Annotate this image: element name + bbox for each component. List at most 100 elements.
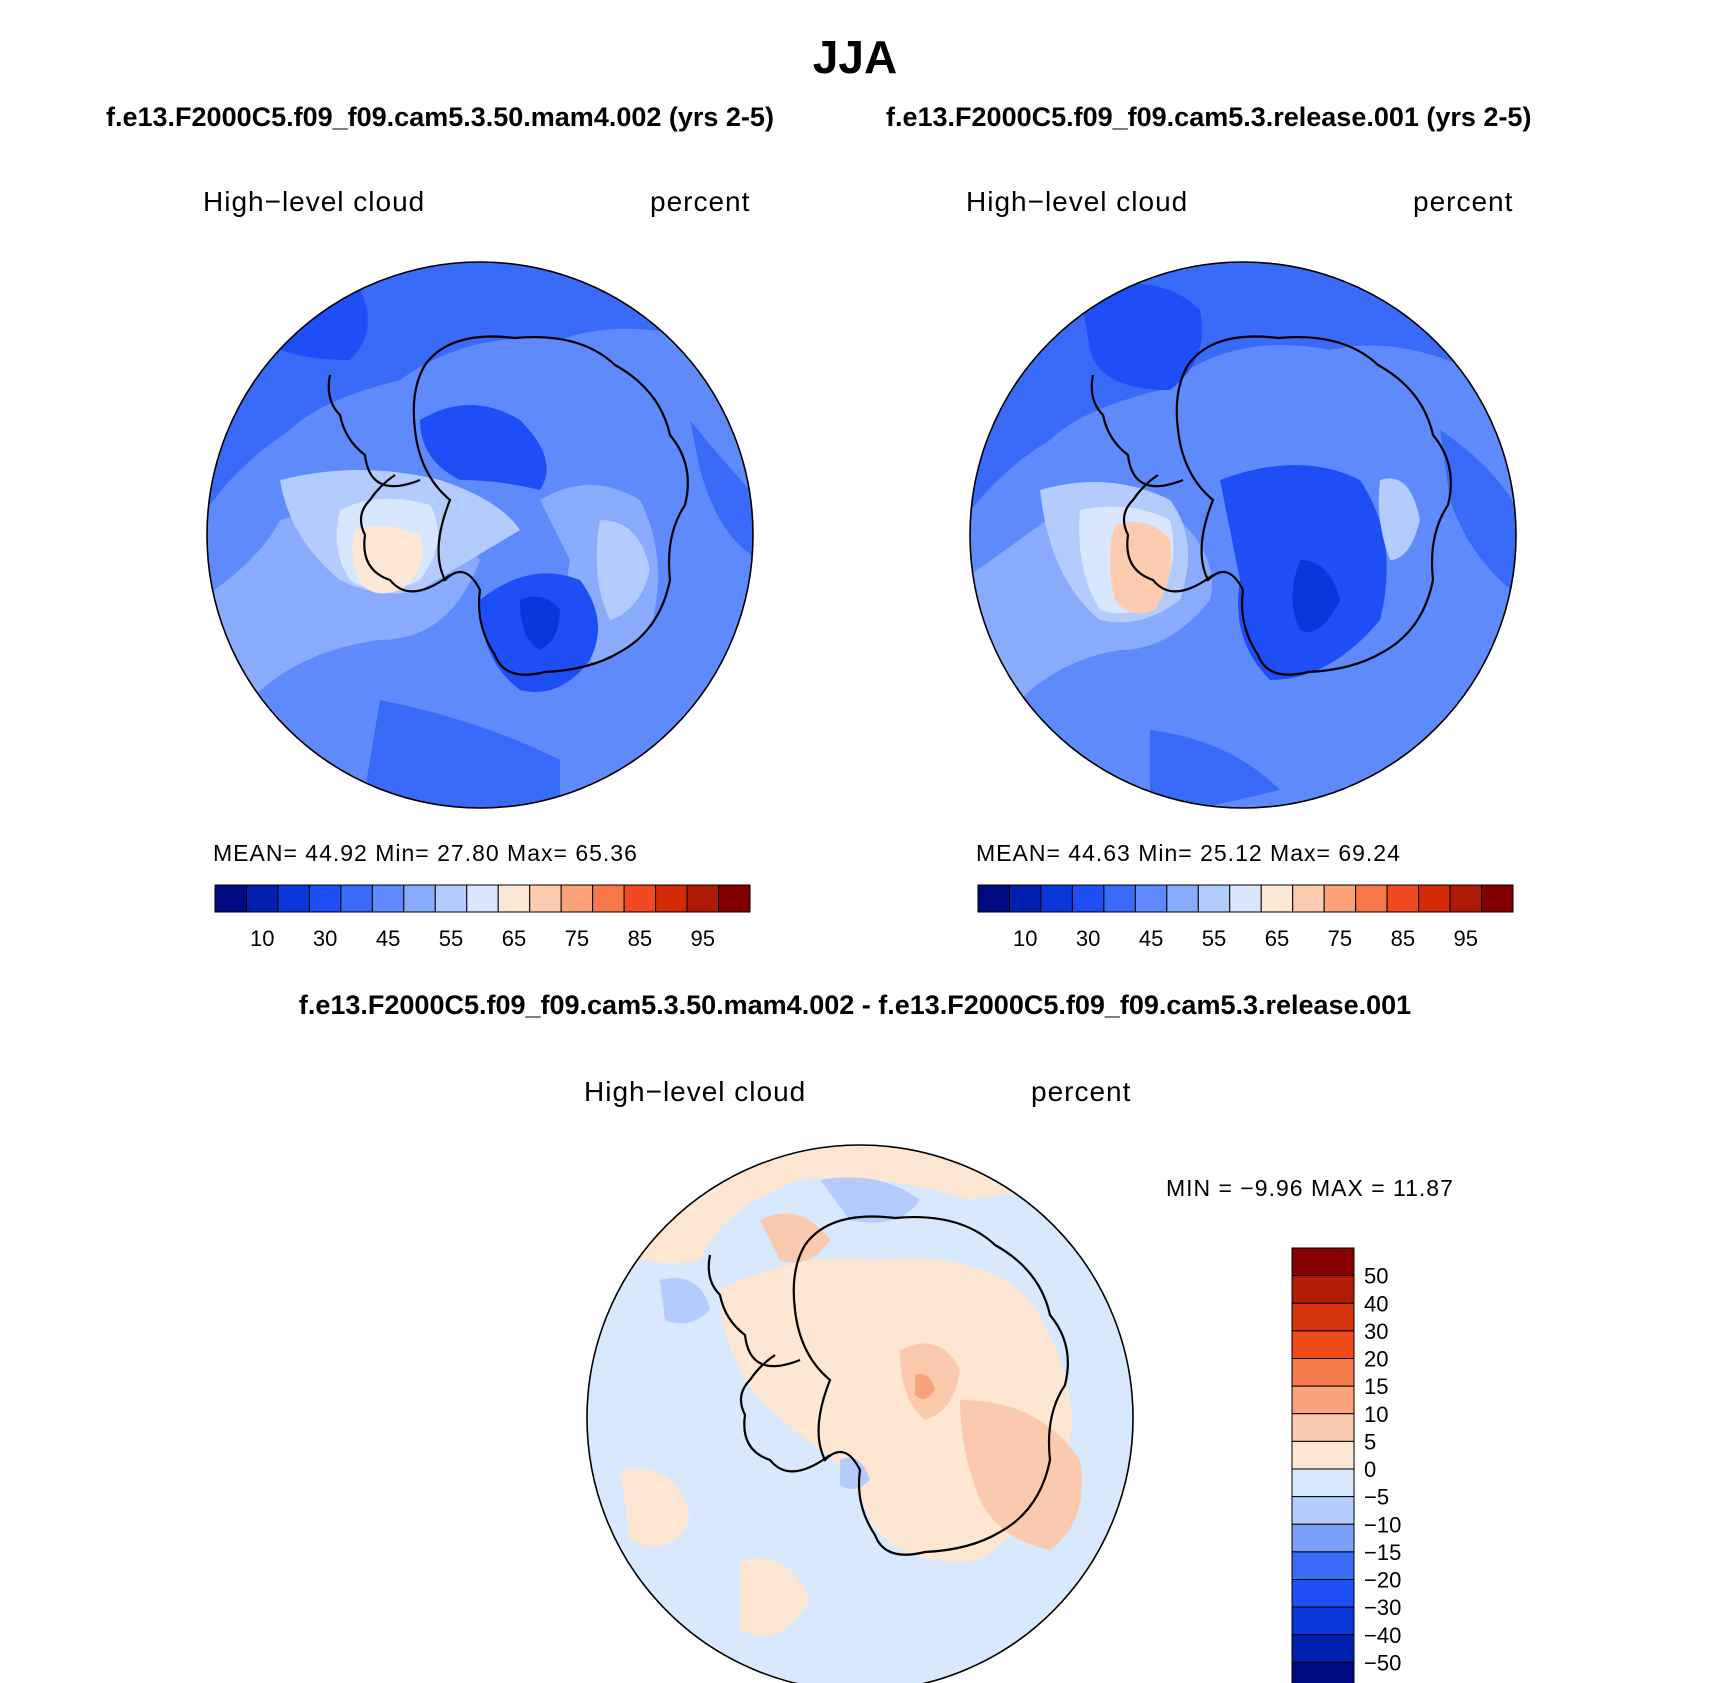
panel1-colorbar-swatch-13 — [623, 884, 657, 913]
panel1-colorbar-swatch-14 — [655, 884, 688, 913]
panel2-colorbar-swatch-5 — [1134, 884, 1168, 913]
diff-header: f.e13.F2000C5.f09_f09.cam5.3.50.mam4.002… — [298, 990, 1412, 1020]
panel2-units: percent — [1413, 186, 1514, 217]
panel1-colorbar-swatch-10 — [529, 884, 562, 913]
panel3-colorbar-swatch-2 — [1291, 1302, 1355, 1332]
panel2-map — [969, 261, 1517, 809]
panel3-colorbar-swatch-7 — [1291, 1440, 1355, 1470]
panel1-colorbar-tick-label: 45 — [376, 926, 400, 951]
panel3-colorbar-swatch-6 — [1291, 1413, 1355, 1442]
panel1-colorbar-swatch-11 — [560, 884, 594, 913]
panel2-variable: High−level cloud — [966, 186, 1189, 217]
panel1-colorbar-tick-label: 65 — [502, 926, 526, 951]
panel2-colorbar-swatch-7 — [1197, 884, 1231, 913]
panel1-colorbar-tick-label: 10 — [250, 926, 274, 951]
panel3-colorbar-tick-label: −5 — [1364, 1485, 1389, 1510]
panel2-colorbar-tick-label: 95 — [1454, 926, 1478, 951]
panel2-colorbar-tick-label: 30 — [1076, 926, 1100, 951]
panel3-colorbar-swatch-10 — [1291, 1523, 1355, 1553]
panel3-colorbar-tick-label: 5 — [1364, 1429, 1376, 1454]
panel1-colorbar-swatch-3 — [308, 884, 342, 913]
panel1-colorbar-tick-label: 75 — [565, 926, 589, 951]
panel3-colorbar-tick-label: −10 — [1364, 1512, 1401, 1537]
panel2-stats: MEAN= 44.63 Min= 25.12 Max= 69.24 — [976, 840, 1401, 866]
panel3-map-border — [586, 1144, 1134, 1683]
panel2-colorbar-tick-label: 45 — [1139, 926, 1163, 951]
panel3-colorbar-swatch-15 — [1291, 1661, 1355, 1683]
panel1-colorbar-swatch-16 — [718, 884, 751, 913]
panel1-colorbar-swatch-4 — [340, 884, 373, 913]
panel3-colorbar-swatch-4 — [1291, 1358, 1355, 1387]
panel3-map — [586, 1144, 1134, 1683]
panel3-colorbar-tick-label: 20 — [1364, 1347, 1388, 1372]
panel1-stats: MEAN= 44.92 Min= 27.80 Max= 65.36 — [213, 840, 638, 866]
panel1-colorbar-swatch-8 — [466, 884, 499, 913]
panel2-colorbar-swatch-0 — [977, 884, 1010, 913]
panel3-colorbar-tick-label: 50 — [1364, 1264, 1388, 1289]
panel1-map-border — [206, 261, 754, 809]
panel3-stats: MIN = −9.96 MAX = 11.87 — [1166, 1175, 1454, 1201]
panel3-colorbar-tick-label: 0 — [1364, 1457, 1376, 1482]
panel1-colorbar: 10 30 45 55 65 75 85 95 — [214, 884, 751, 951]
panel2-colorbar: 10 30 45 55 65 75 85 95 — [977, 884, 1514, 951]
panel2-colorbar-tick-label: 75 — [1328, 926, 1352, 951]
panel1-map — [206, 261, 754, 809]
panel3-colorbar-swatch-8 — [1291, 1468, 1355, 1498]
panel3-colorbar-swatch-12 — [1291, 1579, 1355, 1608]
panel3-colorbar-swatch-9 — [1291, 1496, 1355, 1525]
panel3-colorbar-swatch-11 — [1291, 1551, 1355, 1580]
panel1-colorbar-tick-label: 95 — [691, 926, 715, 951]
panel3-colorbar-tick-label: −15 — [1364, 1540, 1401, 1565]
panel2-colorbar-swatch-9 — [1260, 884, 1294, 913]
panel3-colorbar-tick-label: −20 — [1364, 1568, 1401, 1593]
panel1-colorbar-swatch-9 — [497, 884, 531, 913]
panel1-colorbar-swatch-6 — [403, 884, 436, 913]
panel2-colorbar-swatch-11 — [1323, 884, 1357, 913]
panel1-variable: High−level cloud — [203, 186, 426, 217]
panel1-colorbar-swatch-1 — [245, 884, 279, 913]
panel1-colorbar-tick-label: 55 — [439, 926, 463, 951]
case2-header: f.e13.F2000C5.f09_f09.cam5.3.release.001… — [886, 102, 1532, 132]
panel2-colorbar-swatch-13 — [1386, 884, 1420, 913]
panel1-units: percent — [650, 186, 751, 217]
panel2-colorbar-swatch-12 — [1355, 884, 1388, 913]
panel2-colorbar-tick-label: 55 — [1202, 926, 1226, 951]
panel3-colorbar-swatch-14 — [1291, 1634, 1355, 1663]
panel2-colorbar-swatch-4 — [1103, 884, 1136, 913]
panel3-colorbar-swatch-3 — [1291, 1330, 1355, 1359]
panel3-colorbar-swatch-5 — [1291, 1385, 1355, 1415]
panel2-map-border — [969, 261, 1517, 809]
panel3-colorbar-tick-label: 10 — [1364, 1402, 1388, 1427]
panel1-colorbar-swatch-12 — [592, 884, 625, 913]
panel3-variable: High−level cloud — [584, 1076, 807, 1107]
panel1-colorbar-tick-label: 85 — [628, 926, 652, 951]
season-title: JJA — [812, 31, 898, 83]
panel3-colorbar-tick-label: 30 — [1364, 1319, 1388, 1344]
panel2-colorbar-swatch-14 — [1418, 884, 1451, 913]
panel1-colorbar-swatch-5 — [371, 884, 405, 913]
panel1-colorbar-swatch-15 — [686, 884, 720, 913]
panel1-colorbar-swatch-7 — [434, 884, 468, 913]
panel3-colorbar-tick-label: 40 — [1364, 1291, 1388, 1316]
panel2-colorbar-swatch-15 — [1449, 884, 1483, 913]
panel3-colorbar-tick-label: −30 — [1364, 1595, 1401, 1620]
panel2-colorbar-swatch-6 — [1166, 884, 1199, 913]
panel3-colorbar-tick-label: −40 — [1364, 1623, 1401, 1648]
panel2-colorbar-swatch-2 — [1040, 884, 1073, 913]
panel2-colorbar-tick-label: 65 — [1265, 926, 1289, 951]
panel1-colorbar-tick-label: 30 — [313, 926, 337, 951]
panel3-colorbar-swatch-13 — [1291, 1606, 1355, 1636]
panel2-colorbar-swatch-1 — [1008, 884, 1042, 913]
panel3-colorbar-swatch-1 — [1291, 1275, 1355, 1304]
panel2-colorbar-swatch-3 — [1071, 884, 1105, 913]
panel3-colorbar-tick-label: 15 — [1364, 1374, 1388, 1399]
panel2-colorbar-swatch-10 — [1292, 884, 1325, 913]
case1-header: f.e13.F2000C5.f09_f09.cam5.3.50.mam4.002… — [106, 102, 774, 132]
panel3-units: percent — [1031, 1076, 1132, 1107]
panel2-colorbar-tick-label: 10 — [1013, 926, 1037, 951]
panel1-colorbar-swatch-2 — [277, 884, 310, 913]
panel1-colorbar-swatch-0 — [214, 884, 247, 913]
panel3-colorbar-swatch-0 — [1291, 1247, 1355, 1277]
